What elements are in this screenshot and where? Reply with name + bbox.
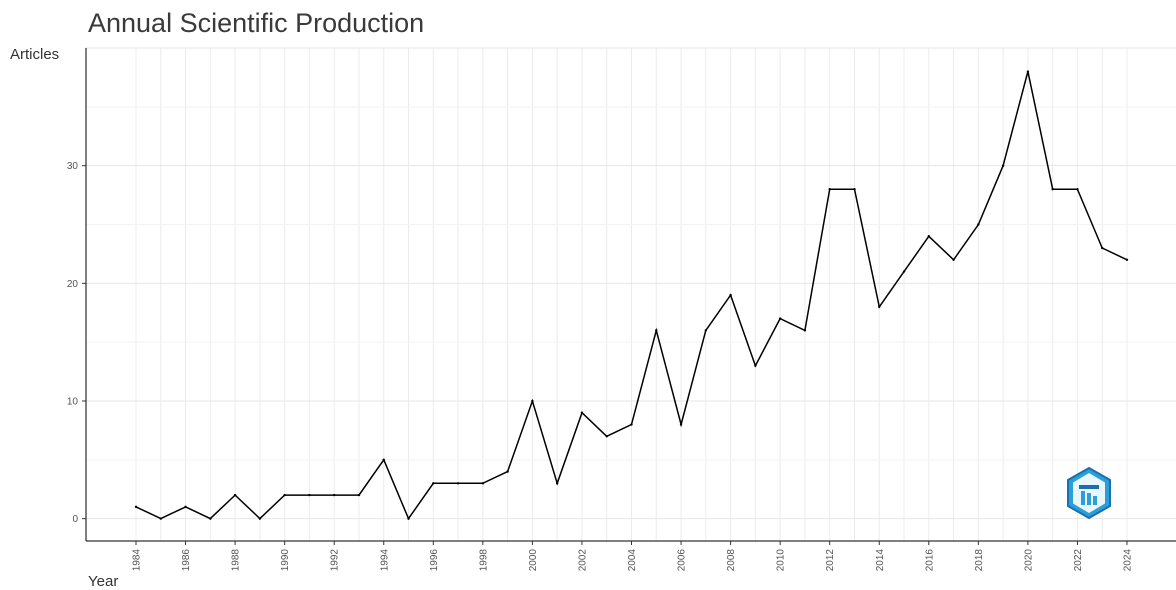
data-point [630, 423, 633, 426]
y-tick-label: 20 [67, 279, 79, 290]
x-tick-label: 2024 [1123, 549, 1134, 572]
y-tick-labels: 0 10 20 30 [67, 161, 86, 525]
x-tick-labels: 1984 1986 1988 1990 1992 1994 1996 1998 2000 2002… [132, 541, 1134, 571]
data-point [754, 364, 757, 367]
y-tick-label: 10 [67, 396, 79, 407]
x-tick-label: 2014 [875, 549, 886, 572]
data-point [952, 258, 955, 261]
data-point [184, 505, 187, 509]
y-axis-label: Articles [10, 46, 60, 63]
data-point [308, 493, 311, 497]
data-point [382, 458, 385, 462]
data-point [134, 505, 138, 509]
grid-lines [86, 47, 1176, 541]
bibliometrix-logo-icon [1067, 466, 1111, 520]
y-tick-label: 0 [72, 514, 78, 525]
data-point [481, 482, 485, 485]
x-tick-label: 1984 [132, 549, 143, 572]
data-point [407, 517, 410, 520]
y-tick-label: 30 [67, 161, 79, 172]
data-point [902, 270, 906, 273]
data-point [531, 399, 534, 403]
x-tick-label: 1994 [379, 549, 390, 572]
x-tick-label: 2010 [776, 549, 787, 572]
data-point [1101, 246, 1104, 250]
data-point [1026, 70, 1030, 73]
chart-title: Annual Scientific Production [88, 8, 425, 38]
data-point [1076, 187, 1079, 191]
data-point [357, 493, 361, 497]
data-point [1001, 164, 1005, 167]
x-tick-label: 2008 [726, 549, 737, 572]
data-point [729, 293, 732, 297]
data-point [258, 517, 262, 520]
x-axis-label: Year [88, 573, 119, 590]
data-point [655, 329, 658, 332]
x-tick-label: 1996 [429, 549, 440, 572]
x-tick-label: 1988 [231, 549, 242, 572]
data-point [778, 317, 782, 320]
x-tick-label: 2006 [677, 549, 688, 572]
data-point [580, 411, 584, 414]
data-point [209, 517, 212, 520]
data-point [853, 187, 856, 191]
x-tick-label: 2004 [627, 549, 638, 572]
data-point [704, 329, 708, 332]
x-tick-label: 2016 [924, 549, 935, 572]
data-point [828, 187, 831, 191]
data-points [134, 70, 1129, 520]
x-tick-label: 2018 [974, 549, 985, 572]
x-tick-label: 1998 [478, 549, 489, 572]
data-point [605, 435, 608, 438]
data-point [456, 482, 460, 485]
x-tick-label: 2020 [1023, 549, 1034, 572]
data-point [1051, 187, 1054, 191]
data-point [432, 482, 435, 485]
x-tick-label: 2002 [577, 549, 588, 572]
data-point [555, 482, 559, 485]
x-tick-label: 1992 [330, 549, 341, 572]
data-point [159, 517, 162, 520]
data-point [977, 223, 980, 226]
x-tick-label: 2012 [825, 549, 836, 572]
data-point [803, 329, 807, 332]
x-tick-label: 2022 [1073, 549, 1084, 572]
data-point [679, 423, 683, 426]
data-point [1125, 258, 1129, 261]
x-tick-label: 2000 [528, 549, 539, 572]
data-point [927, 235, 930, 238]
data-point [506, 470, 509, 473]
x-tick-label: 1986 [181, 549, 192, 572]
data-point [878, 305, 881, 309]
data-point [283, 493, 286, 497]
x-tick-label: 1990 [280, 549, 291, 572]
data-point [333, 493, 336, 497]
data-point [233, 493, 237, 497]
